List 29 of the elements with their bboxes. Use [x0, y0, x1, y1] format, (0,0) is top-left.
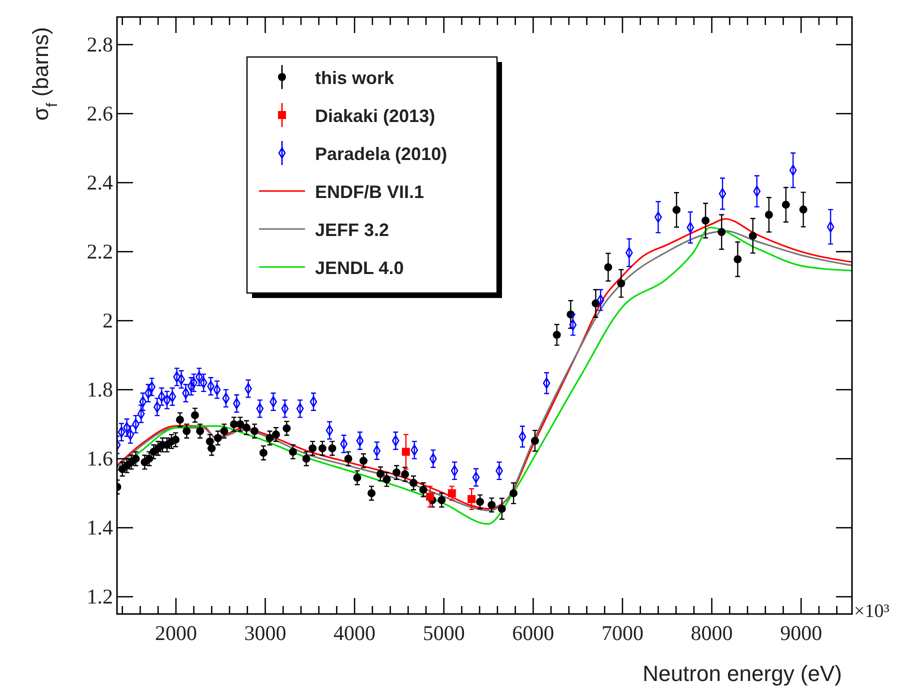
x-tick-label: 9000 [780, 620, 822, 645]
x-tick-label: 4000 [334, 620, 376, 645]
legend-label: this work [315, 68, 396, 88]
x-tick-label: 2000 [154, 620, 197, 645]
y-tick-label: 2.6 [86, 101, 113, 126]
x-tick-label: 8000 [690, 620, 733, 645]
legend-label: Diakaki (2013) [315, 106, 436, 126]
legend-label: Paradela (2010) [315, 144, 448, 164]
y-tick-label: 2 [102, 308, 113, 332]
y-tick-label: 2.4 [86, 170, 114, 194]
legend-label: JENDL 4.0 [315, 258, 404, 278]
y-tick-label: 1.6 [86, 446, 113, 470]
y-tick-label: 1.8 [86, 377, 113, 402]
x-tick-label: 3000 [244, 620, 286, 645]
x-tick-label: 7000 [601, 620, 644, 645]
x-tick-label: 5000 [422, 620, 465, 645]
y-tick-label: 2.2 [86, 239, 113, 264]
legend-label: JEFF 3.2 [315, 220, 390, 240]
point [426, 492, 434, 501]
point [448, 489, 456, 498]
point [468, 495, 476, 504]
text: ×10³ [854, 601, 890, 622]
y-tick-label: 1.4 [86, 515, 114, 540]
y-tick-label: 1.2 [86, 584, 113, 608]
x-tick-label: 6000 [512, 620, 554, 645]
y-tick-label: 2.8 [86, 32, 113, 56]
point [402, 448, 410, 456]
x-axis-title: Neutron energy (eV) [642, 661, 842, 686]
legend-label: ENDF/B VII.1 [315, 182, 424, 202]
